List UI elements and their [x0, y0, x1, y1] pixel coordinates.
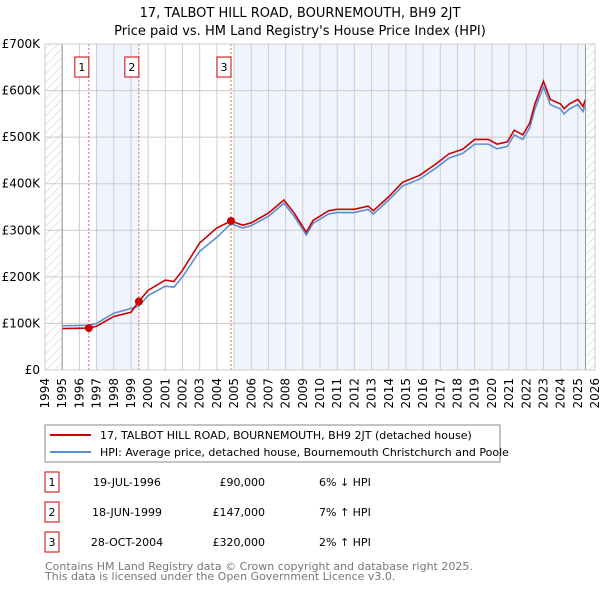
legend-label-property: 17, TALBOT HILL ROAD, BOURNEMOUTH, BH9 2…	[100, 429, 472, 442]
y-tick-label: £100K	[2, 316, 42, 330]
sale-row-number-box	[44, 471, 60, 493]
footer-copyright: Contains HM Land Registry data © Crown c…	[45, 560, 473, 573]
chart-subtitle: Price paid vs. HM Land Registry's House …	[114, 24, 486, 39]
hatched-region	[45, 44, 63, 370]
x-tick-label: 2018	[451, 378, 465, 409]
sale-label-box	[74, 56, 90, 78]
x-tick-label: 2022	[519, 378, 533, 409]
sale-row-date: 28-OCT-2004	[91, 536, 163, 549]
sale-point	[134, 297, 143, 306]
x-tick-label: 2010	[313, 378, 327, 409]
legend	[44, 424, 501, 463]
x-tick-label: 2014	[382, 378, 396, 409]
sale-row-number-box	[44, 531, 60, 553]
sale-row-number: 1	[49, 476, 56, 489]
sale-row-number: 3	[49, 536, 56, 549]
x-tick-label: 2015	[399, 378, 413, 409]
x-tick-label: 2012	[347, 378, 361, 409]
sale-row-hpi-diff: 2% ↑ HPI	[319, 536, 371, 549]
sale-row-price: £320,000	[213, 536, 266, 549]
x-tick-label: 2007	[261, 378, 275, 409]
sale-row-date: 18-JUN-1999	[92, 506, 162, 519]
x-tick-label: 1998	[107, 378, 121, 409]
hpi-line	[62, 84, 587, 327]
x-tick-label: 1994	[38, 378, 52, 409]
hatched-region	[585, 44, 595, 370]
sale-row-price: £147,000	[213, 506, 266, 519]
x-tick-label: 2024	[554, 378, 568, 409]
x-tick-label: 2000	[141, 378, 155, 409]
x-tick-label: 2019	[468, 378, 482, 409]
property-price-line	[62, 78, 587, 330]
x-tick-label: 2025	[571, 378, 585, 409]
sale-row-price: £90,000	[220, 476, 266, 489]
sale-point	[226, 216, 235, 225]
y-tick-label: £300K	[2, 223, 42, 237]
legend-label-hpi: HPI: Average price, detached house, Bour…	[100, 446, 509, 459]
y-tick-label: £500K	[2, 130, 42, 144]
sale-row-hpi-diff: 7% ↑ HPI	[319, 506, 371, 519]
sale-row-number-box	[44, 501, 60, 523]
x-tick-label: 2002	[176, 378, 190, 409]
y-tick-label: £700K	[2, 37, 42, 51]
sale-row-date: 19-JUL-1996	[93, 476, 161, 489]
y-tick-label: £200K	[2, 270, 42, 284]
y-tick-label: £0	[25, 363, 40, 377]
sale-label-box	[124, 56, 140, 78]
x-tick-label: 2016	[416, 378, 430, 409]
x-tick-label: 2006	[244, 378, 258, 409]
x-tick-label: 1995	[55, 378, 69, 409]
x-tick-label: 2008	[279, 378, 293, 409]
sale-label: 1	[78, 61, 85, 74]
x-tick-label: 2011	[330, 378, 344, 409]
y-tick-label: £400K	[2, 177, 42, 191]
x-tick-label: 1999	[124, 378, 138, 409]
shaded-region	[96, 44, 139, 370]
x-tick-label: 1996	[72, 378, 86, 409]
y-tick-label: £600K	[2, 84, 42, 98]
x-tick-label: 2004	[210, 378, 224, 409]
sale-label: 3	[220, 61, 227, 74]
footer-licence: This data is licensed under the Open Gov…	[44, 570, 395, 583]
sale-label-box	[216, 56, 232, 78]
x-tick-label: 2021	[502, 378, 516, 409]
x-tick-label: 2005	[227, 378, 241, 409]
shaded-region	[234, 44, 586, 370]
x-tick-label: 2013	[365, 378, 379, 409]
sale-point	[84, 324, 93, 333]
x-tick-label: 2009	[296, 378, 310, 409]
x-tick-label: 2020	[485, 378, 499, 409]
sale-row-number: 2	[49, 506, 56, 519]
x-tick-label: 2001	[158, 378, 172, 409]
x-tick-label: 2023	[536, 378, 550, 409]
x-tick-label: 2026	[588, 378, 600, 409]
sale-label: 2	[128, 61, 135, 74]
x-tick-label: 2003	[193, 378, 207, 409]
plot-frame	[44, 43, 596, 371]
chart-title: 17, TALBOT HILL ROAD, BOURNEMOUTH, BH9 2…	[140, 6, 461, 21]
x-tick-label: 1997	[90, 378, 104, 409]
x-tick-label: 2017	[433, 378, 447, 409]
sale-row-hpi-diff: 6% ↓ HPI	[319, 476, 371, 489]
